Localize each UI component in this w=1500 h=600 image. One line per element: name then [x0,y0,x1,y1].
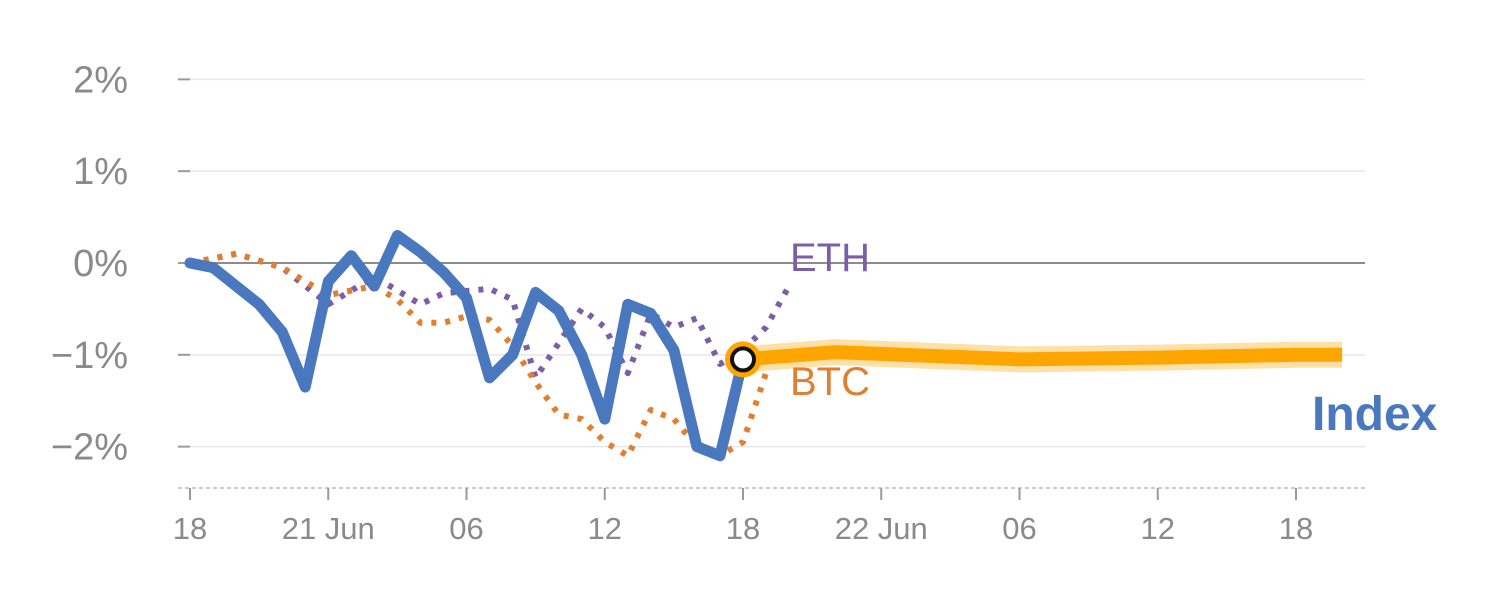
btc-line [189,250,769,459]
eth-label: ETH [790,236,870,280]
y-tick-label: −2% [51,427,128,469]
index-line [184,230,749,462]
x-tick-label: 22 Jun [835,511,928,546]
btc-label: BTC [790,360,870,404]
y-tick-label: 0% [73,243,128,285]
x-tick-label: 06 [1002,511,1036,546]
index-label: Index [1312,388,1438,441]
current-point-marker [725,341,761,378]
y-tick-label: −1% [51,335,128,377]
y-axis-tick-labels: 2% 1% 0% −1% −2% [51,59,128,468]
x-axis-tick-labels: 18 21 Jun 06 12 18 22 Jun 06 12 18 [173,511,1313,546]
x-axis [178,487,1365,500]
y-tick-label: 1% [73,151,128,193]
current-point-dot [730,346,756,373]
y-tick-label: 2% [73,59,128,101]
series-labels: ETH BTC Index [790,236,1438,441]
x-tick-label: 12 [1141,511,1175,546]
x-tick-label: 18 [1279,511,1313,546]
x-tick-label: 21 Jun [282,511,375,546]
x-tick-label: 06 [449,511,483,546]
series-lines [184,230,1343,462]
x-tick-label: 18 [726,511,760,546]
index-forecast-line [742,345,1343,367]
x-tick-label: 12 [588,511,622,546]
x-tick-label: 18 [173,511,207,546]
eth-line [189,250,792,381]
